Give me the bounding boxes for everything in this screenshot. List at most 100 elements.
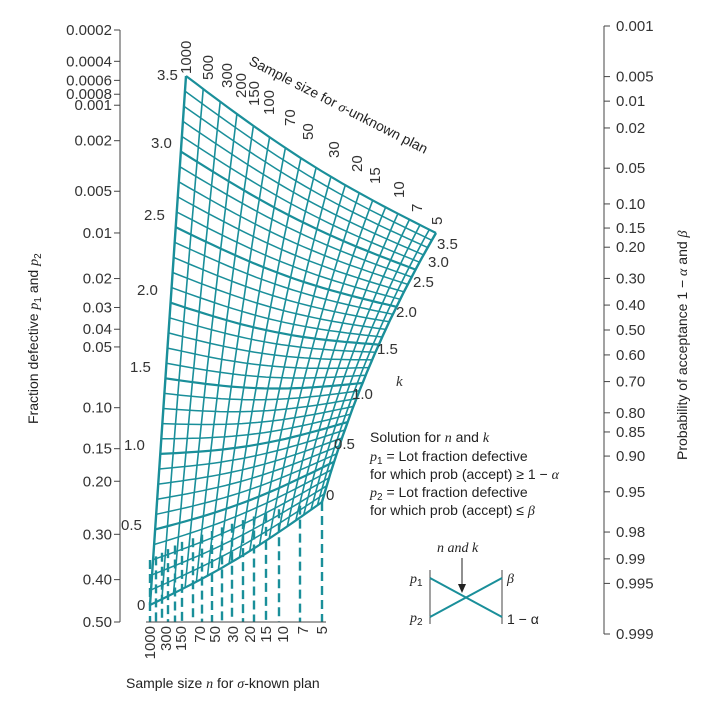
k-grid-line [174,241,393,316]
right-axis-tick-label: 0.40 [616,297,645,314]
solution-note: Solution for n and k p1 = Lot fraction d… [369,429,560,519]
k-grid-line [170,301,379,346]
n-grid-curve [172,101,221,594]
left-axis-tick-label: 0.03 [83,299,112,316]
nomogram-grid [146,75,438,623]
bottom-axis-label: 5 [314,626,331,634]
k-grid-line [158,437,343,485]
n-grid-curve [302,219,411,516]
k-grid-line [153,469,332,546]
n-grid-curve [217,147,287,570]
top-axis-label: 100 [261,90,278,115]
right-axis-tick-label: 0.02 [616,120,645,137]
solution-line-2: p1 = Lot fraction defective [369,448,528,467]
left-axis-tick-label: 0.15 [83,441,112,458]
right-axis-tick-label: 0.85 [616,424,645,441]
right-axis: 0.001 0.005 0.01 0.02 0.05 0.10 0.15 0.20 0.30 0.… [603,18,654,643]
key-diagram: n and k p1 p2 β 1 − α [409,541,539,628]
k-right-label: 3.5 [437,236,458,253]
left-axis-tick-label: 0.0008 [66,86,112,103]
k-right-label: 3.0 [428,254,449,271]
k-left-label: 0 [137,597,145,614]
k-grid-line [183,105,429,249]
k-right-label: 0 [326,487,334,504]
n-grid-curve [268,192,360,539]
right-axis-tick-label: 0.90 [616,448,645,465]
k-grid-line [185,75,437,234]
k-grid-line [165,377,363,390]
k-right-label: 2.5 [413,274,434,291]
left-axis-tick-label: 0.10 [83,400,112,417]
top-axis-label: 7 [409,204,426,212]
left-axis-tick-label: 0.30 [83,526,112,543]
k-grid-line [164,390,360,401]
n-grid-curve [195,125,255,582]
solution-line-3: for which prob (accept) ≥ 1 − α [370,466,560,483]
n-grid-curve [161,88,204,600]
n-grid-curve [258,184,347,545]
bottom-axis-label: 300 [158,626,175,651]
key-p1-label: p1 [409,572,423,589]
k-grid-line [182,120,424,256]
left-axis-tick-label: 0.005 [74,183,112,200]
top-axis-label: 50 [300,123,317,140]
n-grid-curve [184,113,238,588]
key-1-minus-alpha-label: 1 − α [507,611,539,627]
left-axis-tick-label: 0.20 [83,473,112,490]
key-beta-label: β [506,572,514,587]
k-right-label: 2.0 [396,304,417,321]
n-grid-curve [238,167,317,558]
bottom-axis-label: 7 [295,626,312,634]
bottom-axis-title: Sample size n for σ-known plan [126,675,320,692]
n-grid-curve [310,224,421,511]
k-grid-line [169,317,376,353]
key-title: n and k [437,541,479,556]
top-axis-label: 200 [233,73,250,98]
solution-line-4: p2 = Lot fraction defective [369,484,528,503]
left-axis-tick-label: 0.001 [74,97,112,114]
left-axis-title: Fraction defective p1 and p2 [25,253,44,424]
k-symbol: k [396,374,403,390]
left-axis-tick-label: 0.04 [83,321,112,338]
k-grid-line [178,181,409,286]
k-grid-line [176,211,401,301]
k-grid-line [173,256,390,323]
right-axis-tick-label: 0.005 [616,69,654,86]
right-axis-tick-label: 0.10 [616,196,645,213]
top-axis-label: 300 [219,63,236,88]
left-axis-tick-label: 0.0002 [66,22,112,39]
bottom-axis-label: 30 [225,626,242,643]
k-left-label: 0.5 [121,517,142,534]
bottom-axis-label: 15 [258,626,275,643]
k-grid-line [150,493,325,591]
top-axis-label: 500 [200,55,217,80]
left-axis-tick-label: 0.40 [83,572,112,589]
n-grid-curve [248,176,332,552]
n-grid-curve [148,75,188,606]
top-axis-label: 5 [429,217,446,225]
n-grid-curve [320,232,438,503]
k-grid-line [162,405,354,426]
top-axis-label: 10 [391,181,408,198]
k-left-label: 1.5 [130,359,151,376]
right-axis-tick-label: 0.15 [616,220,645,237]
right-axis-tick-label: 0.98 [616,524,645,541]
right-axis-tick-label: 0.01 [616,93,645,110]
right-axis-tick-label: 0.99 [616,551,645,568]
n-grid-curve [228,157,302,564]
right-axis-tick-label: 0.80 [616,405,645,422]
bottom-axis-label: 20 [242,626,259,643]
n-grid-curve [286,206,387,527]
right-axis-tick-label: 0.70 [616,374,645,391]
right-axis-tick-label: 0.95 [616,484,645,501]
right-axis-tick-label: 0.50 [616,322,645,339]
right-axis-tick-label: 0.60 [616,347,645,364]
k-grid-line [154,460,335,531]
k-grid-line [171,286,383,338]
right-axis-tick-label: 0.001 [616,18,654,35]
k-grid-line [149,501,323,606]
k-grid-line [161,413,351,440]
right-axis-tick-label: 0.995 [616,575,654,592]
